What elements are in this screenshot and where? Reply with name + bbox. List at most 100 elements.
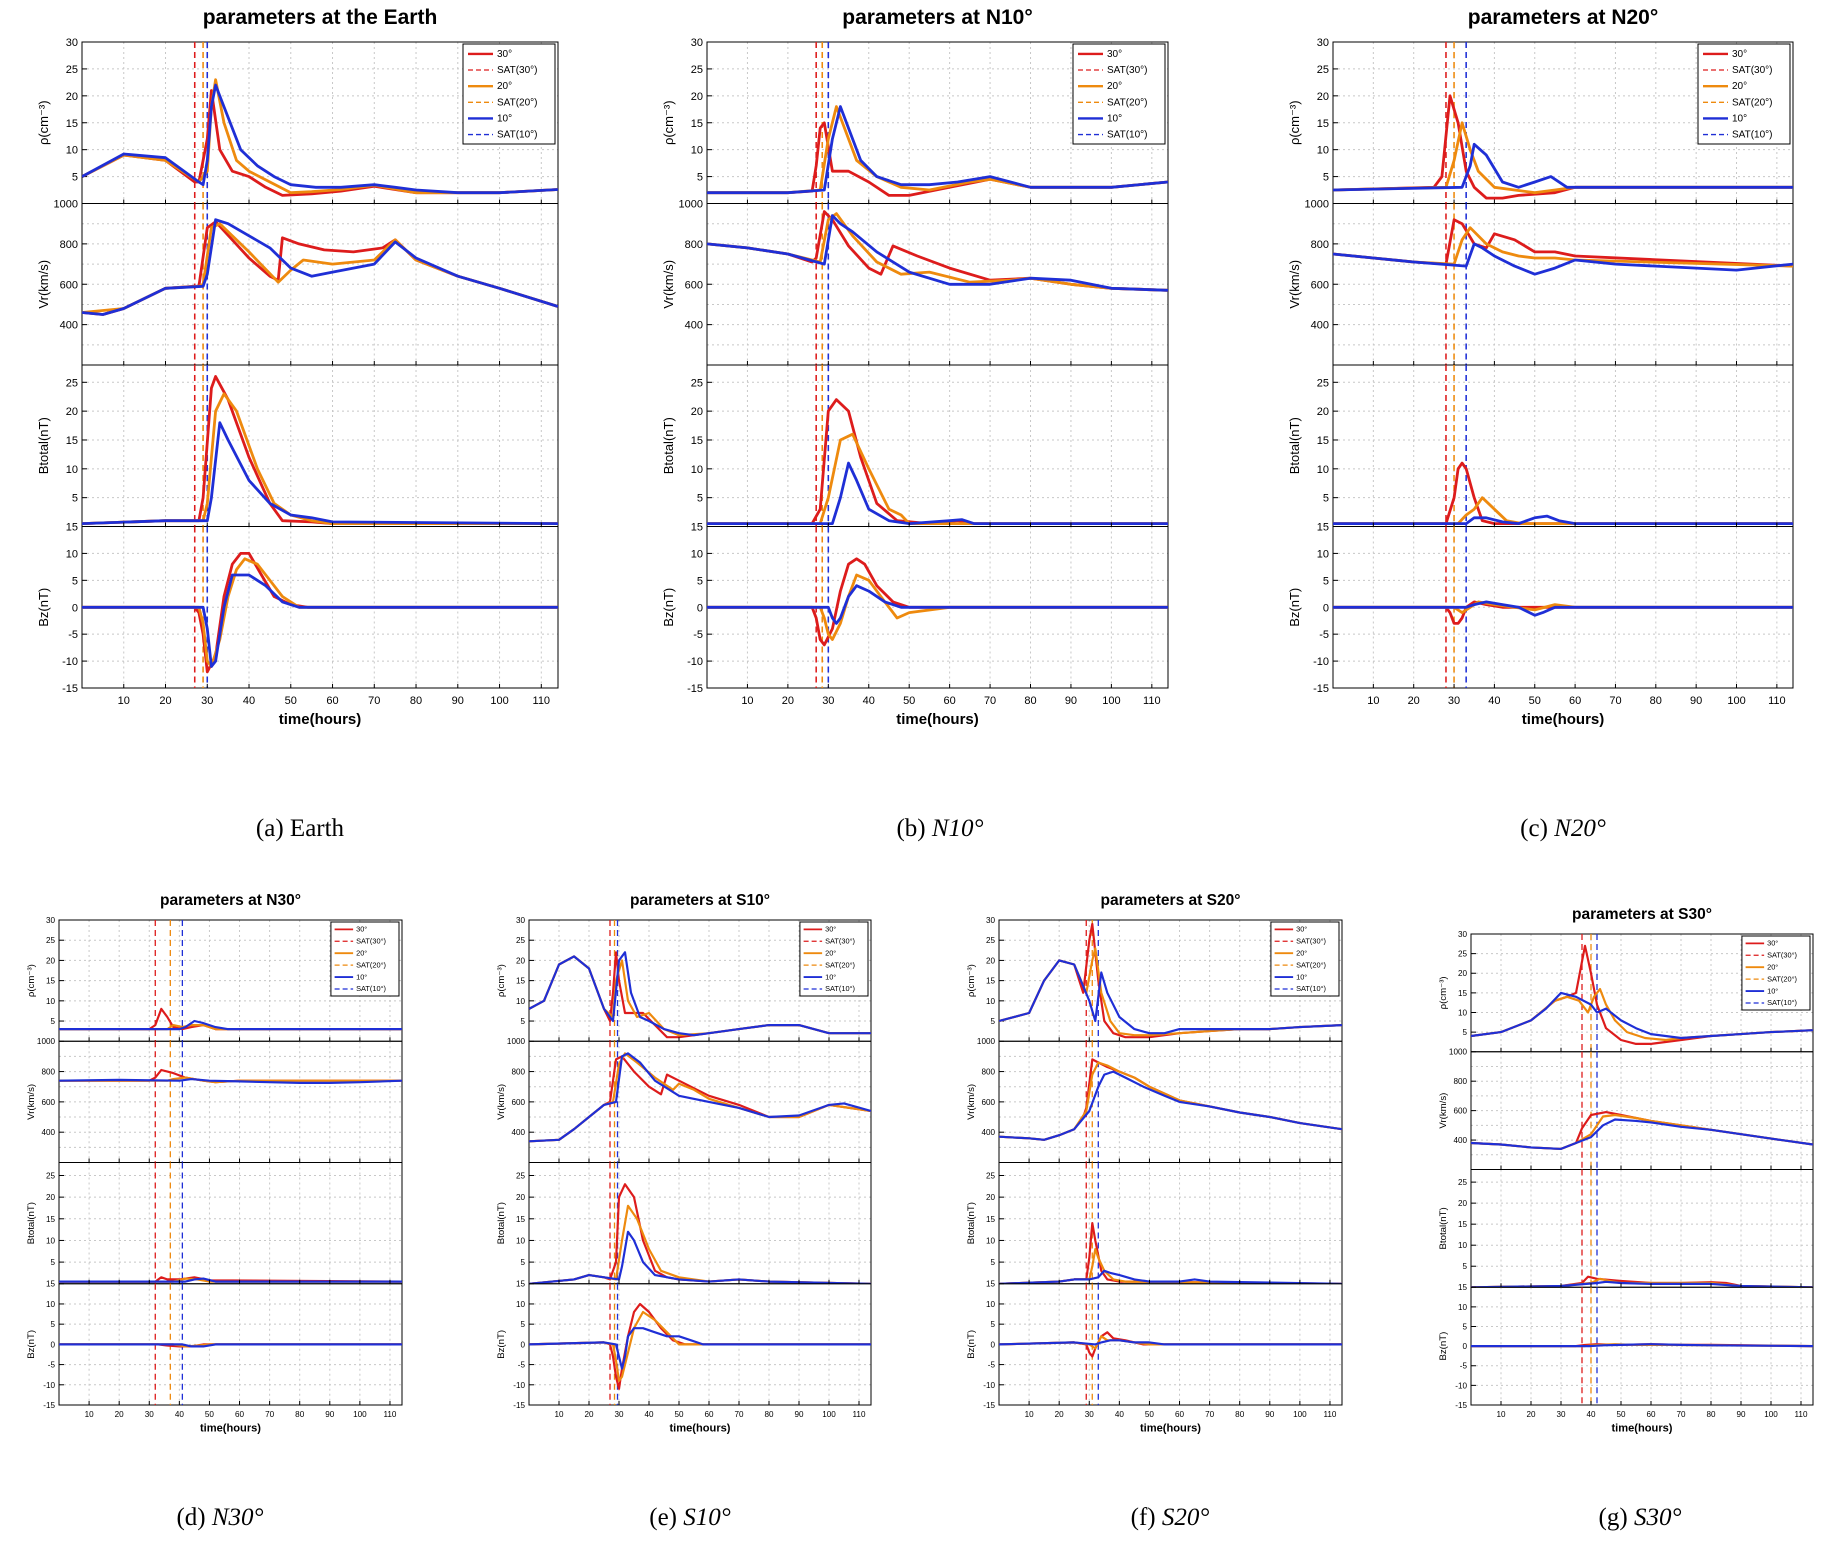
- y-tick-label: 25: [1317, 377, 1329, 389]
- y-tick-label: 5: [72, 493, 78, 505]
- y-axis-label: Vr(km/s): [966, 1084, 977, 1120]
- y-tick-label: 5: [1323, 172, 1329, 184]
- y-tick-label: -15: [43, 1401, 55, 1410]
- series-line-blue: [529, 1052, 871, 1143]
- y-axis-label: Bz(nT): [36, 588, 51, 627]
- y-tick-label: -5: [988, 1361, 996, 1370]
- series-group: [999, 1331, 1342, 1358]
- series-line-orange: [1333, 121, 1793, 195]
- y-tick-label: 5: [697, 575, 703, 587]
- y-tick-label: 20: [1458, 1199, 1468, 1208]
- y-tick-label: 30: [691, 37, 703, 49]
- y-axis-label: Bz(nT): [1438, 1332, 1449, 1361]
- x-tick-label: 70: [1676, 1410, 1686, 1419]
- caption-text: N30°: [211, 1504, 264, 1531]
- legend: 30° SAT(30°) 20° SAT(20°) 10° SAT(10°): [1072, 43, 1166, 145]
- y-tick-label: 20: [66, 406, 78, 418]
- subplot-frame: [1332, 364, 1794, 527]
- y-tick-label: -10: [687, 656, 703, 668]
- series-line-blue: [1471, 1280, 1813, 1288]
- x-tick-label: 60: [1175, 1410, 1185, 1419]
- series-group: [707, 210, 1168, 292]
- subplot-1: 400 600 800 1000 Vr(km/s): [1438, 1048, 1814, 1170]
- chart-panel-6: parameters at S30°51015202530ρ(cm⁻³)4006…: [1438, 906, 1814, 1435]
- y-tick-label: -10: [1313, 656, 1329, 668]
- y-tick-label: 25: [46, 936, 56, 945]
- x-tick-label: 20: [782, 695, 794, 707]
- y-tick-label: 5: [1323, 575, 1329, 587]
- x-tick-label: 40: [175, 1410, 185, 1419]
- y-tick-label: 25: [986, 1171, 996, 1180]
- subplot-1: 400 600 800 1000 Vr(km/s): [496, 1037, 872, 1163]
- x-tick-label: 100: [1102, 695, 1120, 707]
- y-tick-label: 600: [60, 279, 78, 291]
- legend-box: [1741, 935, 1811, 1011]
- legend: 30° SAT(30°) 20° SAT(20°) 10° SAT(10°): [1697, 43, 1791, 145]
- series-line-orange: [1333, 496, 1793, 525]
- series-group: [999, 922, 1342, 1039]
- series-line-red: [529, 1183, 871, 1284]
- y-tick-label: 10: [46, 997, 56, 1006]
- y-tick-label: 10: [1317, 548, 1329, 560]
- legend-entry-label: 20°: [1296, 948, 1307, 957]
- y-tick-label: 5: [72, 575, 78, 587]
- chart-panel-4: parameters at S10°51015202530ρ(cm⁻³)4006…: [496, 892, 872, 1435]
- legend-entry-label: 10°: [497, 113, 512, 124]
- y-tick-label: 25: [46, 1171, 56, 1180]
- y-tick-label: 20: [691, 406, 703, 418]
- subplot-2: 5 10 15 20 25 Btotal(nT): [1438, 1169, 1814, 1288]
- x-tick-label: 30: [822, 695, 834, 707]
- y-tick-label: 5: [520, 1258, 525, 1267]
- x-axis-label: time(hours): [1140, 1423, 1201, 1435]
- series-group: [1471, 1343, 1813, 1348]
- y-axis-label: ρ(cm⁻³): [496, 964, 507, 997]
- y-tick-label: 20: [1317, 406, 1329, 418]
- y-tick-label: 10: [986, 1300, 996, 1309]
- y-tick-label: 15: [1317, 522, 1329, 534]
- series-line-blue: [59, 1277, 402, 1283]
- x-tick-label: 100: [1293, 1410, 1307, 1419]
- y-tick-label: 5: [697, 172, 703, 184]
- y-tick-label: 400: [1453, 1136, 1467, 1145]
- y-axis-label: Btotal(nT): [661, 417, 676, 474]
- y-axis-label: Btotal(nT): [36, 417, 51, 474]
- legend-entry-label: 20°: [1107, 81, 1122, 92]
- y-axis-label: Btotal(nT): [1438, 1207, 1449, 1249]
- x-tick-label: 30: [1085, 1410, 1095, 1419]
- x-tick-label: 70: [984, 695, 996, 707]
- y-tick-label: 1000: [977, 1037, 996, 1046]
- y-tick-label: 25: [691, 377, 703, 389]
- x-axis-label: time(hours): [200, 1423, 261, 1435]
- x-tick-label: 60: [944, 695, 956, 707]
- subplot-2: 5 10 15 20 25 Btotal(nT): [496, 1162, 872, 1285]
- legend-entry-label: 10°: [1732, 113, 1747, 124]
- y-tick-label: 600: [1311, 279, 1329, 291]
- y-axis-label: Vr(km/s): [496, 1084, 507, 1120]
- y-tick-label: 15: [1458, 1220, 1468, 1229]
- y-tick-label: 20: [516, 1193, 526, 1202]
- y-tick-label: 20: [691, 91, 703, 103]
- y-tick-label: 5: [50, 1017, 55, 1026]
- y-tick-label: 10: [1458, 1303, 1468, 1312]
- subplot-3: -15 -10 -5 0 5 10 15 Bz(nT): [26, 1280, 403, 1410]
- subplot-2: 5 10 15 20 25 Btotal(nT): [1287, 364, 1794, 527]
- y-tick-label: 10: [691, 548, 703, 560]
- x-tick-label: 80: [295, 1410, 305, 1419]
- series-line-blue: [999, 1339, 1342, 1346]
- series-line-orange: [999, 1248, 1342, 1284]
- series-group: [59, 1068, 402, 1084]
- series-line-red: [82, 375, 558, 525]
- legend-entry-label: SAT(20°): [356, 960, 386, 969]
- y-tick-label: 10: [986, 997, 996, 1006]
- series-line-blue: [999, 1269, 1342, 1284]
- x-tick-label: 100: [1727, 695, 1745, 707]
- chart-panel-3: parameters at N30°51015202530ρ(cm⁻³)4006…: [26, 892, 403, 1435]
- y-tick-label: -15: [687, 683, 703, 695]
- series-group: [707, 398, 1168, 525]
- y-tick-label: 800: [1453, 1077, 1467, 1086]
- y-tick-label: 15: [986, 977, 996, 986]
- x-axis-label: time(hours): [279, 711, 362, 728]
- y-tick-label: 400: [981, 1128, 995, 1137]
- legend-entry-label: 20°: [356, 948, 367, 957]
- series-line-blue: [999, 959, 1342, 1035]
